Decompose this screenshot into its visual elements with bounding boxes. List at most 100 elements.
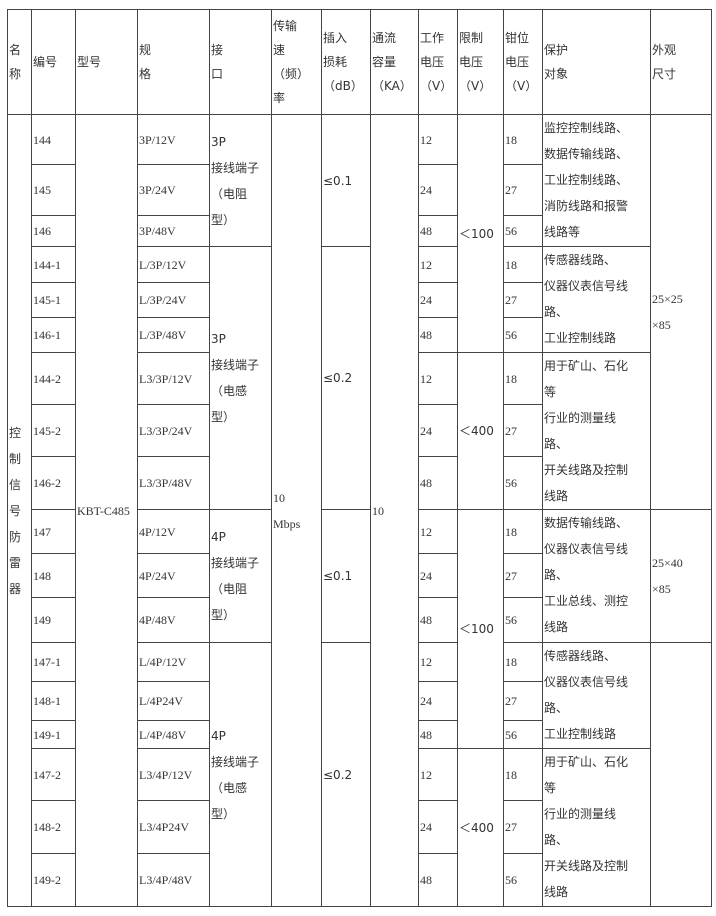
working-voltage-cell: 12: [418, 114, 458, 165]
header-row: 名 称编号 型号规 格接 口传输 速 （频） 率插入 损耗 （dB） 通流 容量 （…: [7, 9, 712, 115]
spec-cell: L3/3P/12V: [137, 352, 210, 405]
spec-cell: L3/4P/12V: [137, 748, 210, 801]
working-voltage-cell: 48: [418, 317, 458, 353]
spec-cell: L/4P/48V: [137, 720, 210, 749]
table-row: 145 3P/24V 24 27: [8, 164, 712, 216]
clamp-voltage-cell: 56: [503, 853, 543, 907]
clamp-voltage-cell: 18: [503, 748, 543, 801]
insertion-loss-cell: ≤0.2: [321, 246, 371, 510]
interface-cell: 4P 接线端子 （电阻 型）: [209, 509, 272, 643]
spec-cell: L3/4P24V: [137, 800, 210, 854]
column-header: 名 称: [7, 9, 32, 115]
spec-cell: L/4P24V: [137, 681, 210, 721]
working-voltage-cell: 48: [418, 853, 458, 907]
limit-voltage-cell: ＜400: [457, 352, 504, 510]
spec-cell: 4P/12V: [137, 509, 210, 554]
spec-cell: 4P/24V: [137, 553, 210, 598]
column-header: 保护 对象: [542, 9, 651, 115]
table-row: 144-2 L3/3P/12V 12 ＜400 18 用于矿山、石化 等 行业的测量线 路…: [8, 352, 712, 510]
table-row: 控 制 信 号 防 雷 器 144 KBT-C485 3P/12V 3P 接线端子 （电…: [7, 114, 712, 907]
table-row: 148 4P/24V 24 27: [8, 553, 712, 598]
table-row: 147-2 L3/4P/12V 12 ＜400 18 用于矿山、石化 等 行业的测量线 路…: [8, 748, 712, 907]
column-header: 接 口: [209, 9, 272, 115]
size-cell: [650, 642, 712, 907]
model-number-cell: 148-2: [31, 800, 76, 854]
model-number-cell: 149: [31, 597, 76, 643]
model-number-cell: 144-2: [31, 352, 76, 405]
model-number-cell: 145-2: [31, 404, 76, 457]
model-number-cell: 149-1: [31, 720, 76, 749]
protected-object-cell: 传感器线路、 仪器仪表信号线 路、 工业控制线路: [542, 246, 651, 353]
working-voltage-cell: 12: [418, 352, 458, 405]
insertion-loss-cell: ≤0.1: [321, 509, 371, 643]
column-header: 限制 电压 （V）: [457, 9, 504, 115]
column-header: 工作 电压 （V）: [418, 9, 458, 115]
model-number-cell: 144-1: [31, 246, 76, 283]
size-cell: 25×25 ×85: [650, 114, 712, 510]
model-cell: KBT-C485: [75, 114, 138, 907]
working-voltage-cell: 48: [418, 215, 458, 247]
column-header: 型号: [75, 9, 138, 115]
model-number-cell: 146-1: [31, 317, 76, 353]
clamp-voltage-cell: 27: [503, 404, 543, 457]
model-number-cell: 148: [31, 553, 76, 598]
clamp-voltage-cell: 18: [503, 352, 543, 405]
working-voltage-cell: 12: [418, 509, 458, 554]
clamp-voltage-cell: 27: [503, 800, 543, 854]
spec-cell: L3/3P/48V: [137, 456, 210, 510]
spec-cell: L/3P/24V: [137, 282, 210, 318]
model-number-cell: 147: [31, 509, 76, 554]
column-header: 传输 速 （频） 率: [271, 9, 322, 115]
product-spec-table: 名 称编号 型号规 格接 口传输 速 （频） 率插入 损耗 （dB） 通流 容量 （…: [7, 9, 712, 907]
model-number-cell: 145-1: [31, 282, 76, 318]
working-voltage-cell: 24: [418, 553, 458, 598]
clamp-voltage-cell: 27: [503, 282, 543, 318]
table-row: 146-2 L3/3P/48V 48 56: [8, 456, 712, 510]
clamp-voltage-cell: 27: [503, 164, 543, 216]
clamp-voltage-cell: 56: [503, 317, 543, 353]
table-row: 149-2 L3/4P/48V 48 56: [8, 853, 712, 907]
clamp-voltage-cell: 56: [503, 720, 543, 749]
working-voltage-cell: 24: [418, 681, 458, 721]
column-header: 插入 损耗 （dB）: [321, 9, 371, 115]
clamp-voltage-cell: 27: [503, 553, 543, 598]
protected-object-cell: 用于矿山、石化 等 行业的测量线 路、 开关线路及控制 线路: [542, 352, 651, 510]
model-number-cell: 144: [31, 114, 76, 165]
spec-cell: 3P/24V: [137, 164, 210, 216]
working-voltage-cell: 24: [418, 800, 458, 854]
clamp-voltage-cell: 18: [503, 642, 543, 682]
column-header: 编号: [31, 9, 76, 115]
protected-object-cell: 数据传输线路、 仪器仪表信号线 路、 工业总线、测控 线路: [542, 509, 651, 643]
clamp-voltage-cell: 18: [503, 114, 543, 165]
speed-cell: 10 Mbps: [271, 114, 322, 907]
table-row: 148-2 L3/4P24V 24 27: [8, 800, 712, 854]
clamp-voltage-cell: 56: [503, 597, 543, 643]
clamp-voltage-cell: 27: [503, 681, 543, 721]
column-header: 外观 尺寸: [650, 9, 712, 115]
working-voltage-cell: 12: [418, 748, 458, 801]
protected-object-cell: 传感器线路、 仪器仪表信号线 路、 工业控制线路: [542, 642, 651, 749]
model-number-cell: 147-2: [31, 748, 76, 801]
working-voltage-cell: 48: [418, 720, 458, 749]
insertion-loss-cell: ≤0.1: [321, 114, 371, 247]
insertion-loss-cell: ≤0.2: [321, 642, 371, 907]
model-number-cell: 148-1: [31, 681, 76, 721]
column-header: 规 格: [137, 9, 210, 115]
limit-voltage-cell: ＜100: [457, 114, 504, 353]
spec-cell: L3/4P/48V: [137, 853, 210, 907]
spec-cell: L/3P/48V: [137, 317, 210, 353]
column-header: 钳位 电压 （V）: [503, 9, 543, 115]
limit-voltage-cell: ＜400: [457, 748, 504, 907]
protected-object-cell: 用于矿山、石化 等 行业的测量线 路、 开关线路及控制 线路: [542, 748, 651, 907]
spec-cell: 3P/48V: [137, 215, 210, 247]
working-voltage-cell: 24: [418, 164, 458, 216]
limit-voltage-cell: ＜100: [457, 509, 504, 749]
working-voltage-cell: 24: [418, 282, 458, 318]
clamp-voltage-cell: 18: [503, 246, 543, 283]
spec-cell: 3P/12V: [137, 114, 210, 165]
interface-cell: 3P 接线端子 （电阻 型）: [209, 114, 272, 247]
model-number-cell: 145: [31, 164, 76, 216]
interface-cell: 4P 接线端子 （电感 型）: [209, 642, 272, 907]
current-capacity-cell: 10: [370, 114, 419, 907]
table-row: 144-1 L/3P/12V 3P 接线端子 （电感 型） ≤0.2 12 18 传感器线路…: [8, 246, 712, 510]
